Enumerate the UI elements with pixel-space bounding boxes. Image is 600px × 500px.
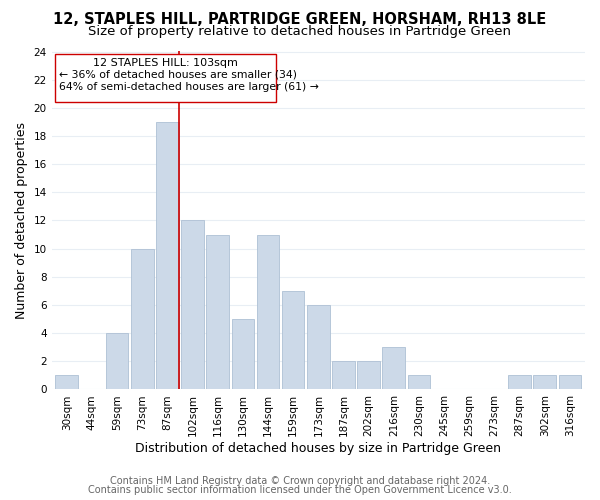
Text: ← 36% of detached houses are smaller (34): ← 36% of detached houses are smaller (34… <box>59 70 297 80</box>
Bar <box>307 305 329 390</box>
Bar <box>131 248 154 390</box>
Bar <box>55 376 78 390</box>
Bar <box>106 333 128 390</box>
Bar <box>559 376 581 390</box>
Bar <box>407 376 430 390</box>
Text: Contains public sector information licensed under the Open Government Licence v3: Contains public sector information licen… <box>88 485 512 495</box>
X-axis label: Distribution of detached houses by size in Partridge Green: Distribution of detached houses by size … <box>136 442 502 455</box>
Bar <box>332 362 355 390</box>
Text: 12, STAPLES HILL, PARTRIDGE GREEN, HORSHAM, RH13 8LE: 12, STAPLES HILL, PARTRIDGE GREEN, HORSH… <box>53 12 547 28</box>
Text: Contains HM Land Registry data © Crown copyright and database right 2024.: Contains HM Land Registry data © Crown c… <box>110 476 490 486</box>
FancyBboxPatch shape <box>55 54 275 102</box>
Text: 64% of semi-detached houses are larger (61) →: 64% of semi-detached houses are larger (… <box>59 82 319 92</box>
Bar <box>282 291 304 390</box>
Bar <box>508 376 531 390</box>
Bar <box>181 220 204 390</box>
Bar <box>533 376 556 390</box>
Bar <box>257 234 280 390</box>
Bar <box>206 234 229 390</box>
Bar <box>382 347 405 390</box>
Bar <box>156 122 179 390</box>
Y-axis label: Number of detached properties: Number of detached properties <box>15 122 28 319</box>
Bar <box>358 362 380 390</box>
Bar <box>232 319 254 390</box>
Text: 12 STAPLES HILL: 103sqm: 12 STAPLES HILL: 103sqm <box>93 58 238 68</box>
Text: Size of property relative to detached houses in Partridge Green: Size of property relative to detached ho… <box>89 25 511 38</box>
